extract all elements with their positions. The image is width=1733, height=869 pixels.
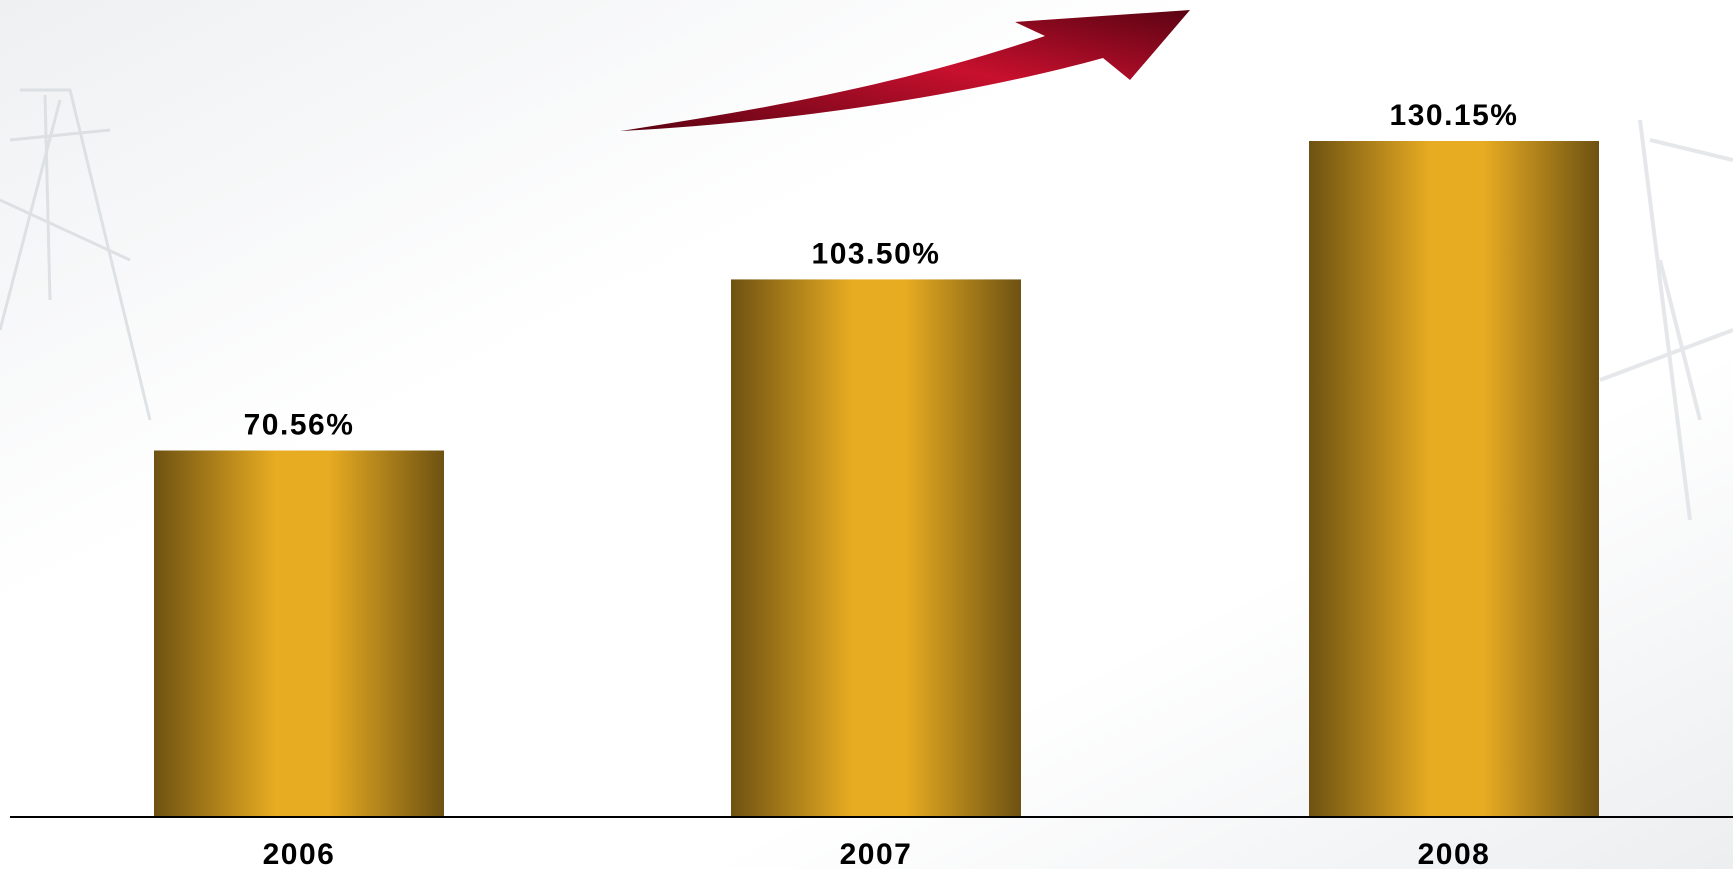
data-label-2006: 70.56% xyxy=(244,409,355,442)
bars-layer xyxy=(154,141,1599,817)
data-label-2008: 130.15% xyxy=(1390,99,1519,132)
value-labels-layer: 70.56% 103.50% 130.15% xyxy=(244,99,1519,442)
x-tick-label-2007: 2007 xyxy=(840,838,913,869)
data-label-2007: 103.50% xyxy=(812,237,941,270)
x-tick-label-2006: 2006 xyxy=(263,838,336,869)
trend-arrow-icon xyxy=(620,10,1190,131)
x-tick-labels-layer: 2006 2007 2008 xyxy=(263,838,1491,869)
bar-2007 xyxy=(731,279,1021,817)
bar-2006 xyxy=(154,450,444,817)
x-tick-label-2008: 2008 xyxy=(1418,838,1491,869)
bar-2008 xyxy=(1309,141,1599,817)
